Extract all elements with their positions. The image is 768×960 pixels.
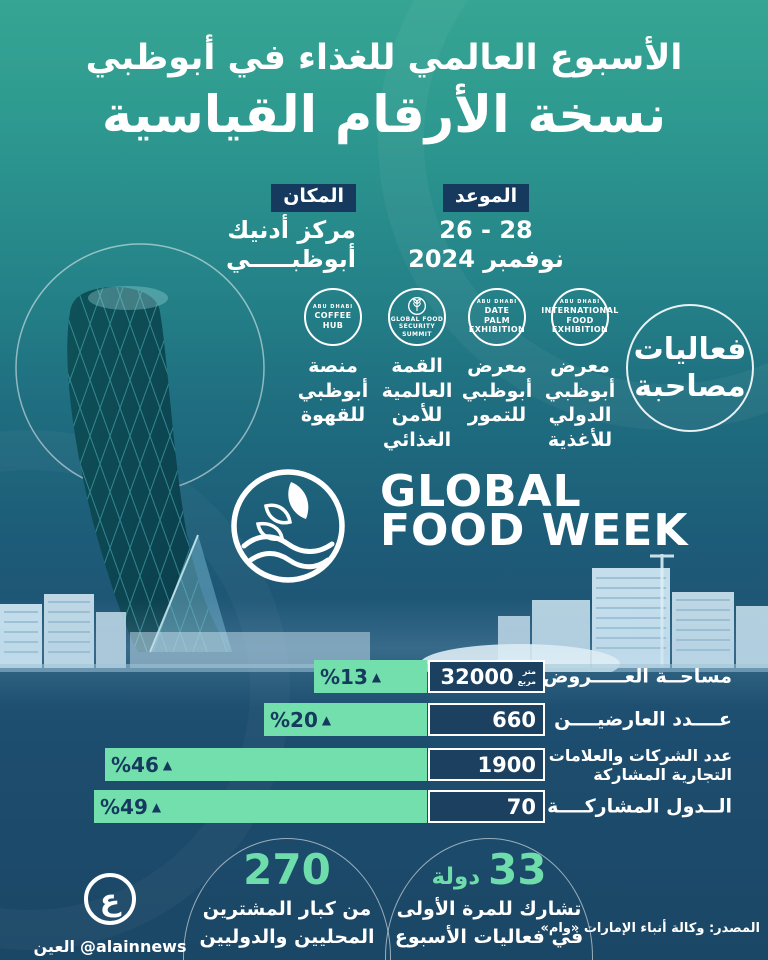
bar-fill: %46 ▲ xyxy=(105,748,427,781)
event-date-block: الموعد 26 - 28 نوفمبر 2024 xyxy=(402,184,570,274)
highlight-unit: دولة xyxy=(431,864,481,890)
up-arrow-icon: ▲ xyxy=(151,800,162,814)
logo-main-text: DATE PALM EXHIBITION xyxy=(468,306,526,335)
page-title: الأسبوع العالمي للغذاء في أبوظبي xyxy=(85,38,683,78)
accompanying-events-badge: فعاليات مصاحبة xyxy=(626,304,754,432)
source-credit: المصدر: وكالة أنباء الإمارات «وام» xyxy=(540,921,760,936)
side-event-label: منصة أبوظبي للقهوة xyxy=(297,355,369,427)
stat-value: 70 xyxy=(506,794,536,819)
value-box: 32000 متر مربع xyxy=(428,660,545,693)
stats-bar-chart: %13 ▲ 32000 متر مربع مساحــة العـــــروض … xyxy=(0,652,768,832)
up-arrow-icon: ▲ xyxy=(321,713,332,727)
date-palm-logo-icon: ABU DHABI DATE PALM EXHIBITION xyxy=(468,288,526,346)
side-event-food-exhibition: ABU DHABI INTERNATIONAL FOOD EXHIBITION … xyxy=(532,288,628,453)
date-month-year: نوفمبر 2024 xyxy=(408,245,564,273)
highlight-countries-circle: 33 دولة تشارك للمرة الأولى في فعاليات ال… xyxy=(385,838,593,960)
city-skyline xyxy=(0,554,768,672)
highlight-buyers-circle: 270 من كبار المشترين المحليين والدوليين xyxy=(183,838,391,960)
side-event-label: معرض أبوظبي الدولي للأغذية xyxy=(544,355,616,452)
side-event-date-palm: ABU DHABI DATE PALM EXHIBITION معرض أبوظ… xyxy=(449,288,545,428)
logo-top-text: ABU DHABI xyxy=(476,299,518,306)
stat-label: عــــدد العارضيــــن xyxy=(554,708,732,731)
up-arrow-icon: ▲ xyxy=(162,758,173,772)
stat-value: 660 xyxy=(492,707,536,732)
highlight-text: تشارك للمرة الأولى في فعاليات الأسبوع xyxy=(394,898,584,948)
bar-fill: %49 ▲ xyxy=(94,790,427,823)
growth-percent: %46 ▲ xyxy=(111,752,173,777)
value-box: 660 xyxy=(428,703,545,736)
growth-percent: %49 ▲ xyxy=(100,794,162,819)
stat-value: 1900 xyxy=(477,752,536,777)
logo-top-text: ABU DHABI xyxy=(559,299,601,306)
stat-unit: متر مربع xyxy=(517,667,536,686)
date-label-chip: الموعد xyxy=(442,184,530,212)
growth-percent: %13 ▲ xyxy=(320,664,382,689)
stat-row-countries: %49 ▲ 70 الــدول المشاركــــة xyxy=(0,790,768,823)
event-venue-block: المكان مركز أدنيك أبوظبـــــي xyxy=(178,184,356,274)
value-box: 1900 xyxy=(428,748,545,781)
page-subtitle: نسخة الأرقام القياسية xyxy=(101,86,667,145)
venue-label-chip: المكان xyxy=(271,184,356,212)
alain-arabic-wordmark: العين xyxy=(33,937,75,956)
global-food-week-logo-icon xyxy=(231,469,345,583)
venue-line1: مركز أدنيك xyxy=(227,216,356,244)
stat-row-exhibitors: %20 ▲ 660 عــــدد العارضيــــن xyxy=(0,703,768,736)
stat-label: الــدول المشاركــــة xyxy=(547,795,732,818)
side-event-label: معرض أبوظبي للتمور xyxy=(461,355,533,427)
bar-fill: %20 ▲ xyxy=(264,703,427,736)
side-event-coffee-hub: ABU DHABI COFFEE HUB منصة أبوظبي للقهوة xyxy=(285,288,381,428)
logo-main-text: GLOBAL FOOD SECURITY SUMMIT xyxy=(390,316,444,338)
social-handle: @alainnews xyxy=(79,937,187,956)
stat-label: عدد الشركات والعلامات التجارية المشاركة xyxy=(548,745,732,784)
highlight-value: 270 xyxy=(243,845,331,894)
stat-row-exhibition-area: %13 ▲ 32000 متر مربع مساحــة العـــــروض xyxy=(0,660,768,693)
svg-text:ع: ع xyxy=(100,883,122,918)
up-arrow-icon: ▲ xyxy=(371,670,382,684)
stat-value: 32000 xyxy=(440,664,514,689)
bar-fill: %13 ▲ xyxy=(314,660,427,693)
stat-row-companies-brands: %46 ▲ 1900 عدد الشركات والعلامات التجارية… xyxy=(0,745,768,784)
growth-percent: %20 ▲ xyxy=(270,707,332,732)
logo-main-text: COFFEE HUB xyxy=(314,310,352,330)
food-exhibition-logo-icon: ABU DHABI INTERNATIONAL FOOD EXHIBITION xyxy=(541,288,618,346)
food-security-summit-logo-icon: GLOBAL FOOD SECURITY SUMMIT xyxy=(388,288,446,346)
logo-top-text: ABU DHABI xyxy=(312,303,354,310)
venue-line2: أبوظبـــــي xyxy=(226,245,356,273)
global-food-week-wordmark: GLOBAL FOOD WEEK xyxy=(380,466,689,556)
logo-main-text: INTERNATIONAL FOOD EXHIBITION xyxy=(541,306,619,335)
date-days: 26 - 28 xyxy=(439,216,533,244)
alain-news-brand: ع العين @alainnews xyxy=(34,870,186,956)
value-box: 70 xyxy=(428,790,545,823)
highlight-text: من كبار المشترين المحليين والدوليين xyxy=(199,898,375,948)
stat-label: مساحــة العـــــروض xyxy=(542,665,732,688)
alain-logo-icon: ع xyxy=(84,873,136,925)
wheat-icon xyxy=(408,297,426,316)
side-event-food-security-summit: GLOBAL FOOD SECURITY SUMMIT القمة العالم… xyxy=(369,288,465,453)
capital-gate-tower-photo xyxy=(15,243,265,653)
light-pole xyxy=(650,554,674,666)
highlight-value: 33 xyxy=(488,845,547,894)
coffee-hub-logo-icon: ABU DHABI COFFEE HUB xyxy=(304,288,362,346)
side-event-label: القمة العالمية للأمن الغذائي xyxy=(381,355,453,452)
